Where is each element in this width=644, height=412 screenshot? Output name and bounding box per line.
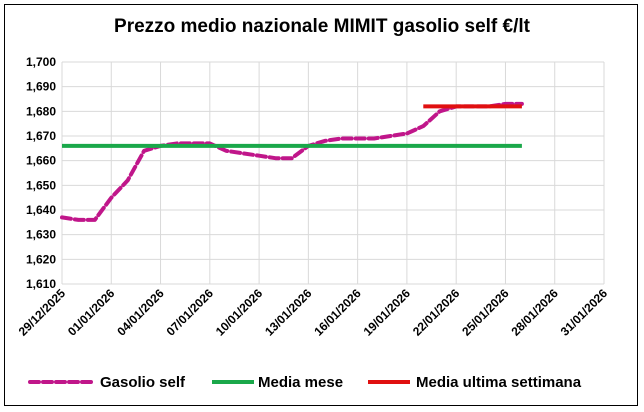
x-tick-label: 31/01/2026 bbox=[558, 286, 611, 339]
x-axis-tick-labels: 29/12/202501/01/202604/01/202607/01/2026… bbox=[16, 286, 611, 339]
y-tick-label: 1,680 bbox=[26, 104, 56, 118]
y-tick-label: 1,640 bbox=[26, 203, 56, 217]
series-line-1 bbox=[60, 101, 524, 222]
x-tick-label: 19/01/2026 bbox=[361, 286, 414, 339]
legend-label-1: Gasolio self bbox=[100, 374, 186, 391]
x-tick-label: 25/01/2026 bbox=[459, 286, 512, 339]
x-tick-label: 13/01/2026 bbox=[262, 286, 315, 339]
y-tick-label: 1,620 bbox=[26, 252, 56, 266]
grid-lines bbox=[61, 61, 605, 285]
y-tick-label: 1,650 bbox=[26, 178, 56, 192]
x-tick-label: 10/01/2026 bbox=[213, 286, 266, 339]
x-tick-label: 28/01/2026 bbox=[508, 286, 561, 339]
chart-title: Prezzo medio nazionale MIMIT gasolio sel… bbox=[114, 16, 530, 37]
y-axis-tick-labels: 1,610 1,620 1,630 1,640 1,650 1,660 1,670 1,680… bbox=[26, 55, 56, 291]
x-tick-label: 16/01/2026 bbox=[311, 286, 364, 339]
y-tick-label: 1,690 bbox=[26, 80, 56, 94]
y-tick-label: 1,660 bbox=[26, 154, 56, 168]
y-tick-label: 1,670 bbox=[26, 129, 56, 143]
x-tick-label: 04/01/2026 bbox=[114, 286, 167, 339]
legend-label-3: Media ultima settimana bbox=[416, 374, 582, 391]
legend-label-2: Media mese bbox=[258, 374, 343, 391]
x-tick-label: 01/01/2026 bbox=[65, 286, 118, 339]
x-tick-label: 29/12/2025 bbox=[16, 286, 69, 339]
y-tick-label: 1,630 bbox=[26, 228, 56, 242]
plot-series bbox=[60, 101, 524, 222]
y-tick-label: 1,700 bbox=[26, 55, 56, 69]
legend: Gasolio self Media mese Media ultima setti… bbox=[28, 374, 582, 391]
chart-frame bbox=[4, 4, 638, 406]
x-tick-label: 07/01/2026 bbox=[164, 286, 217, 339]
y-tick-label: 1,610 bbox=[26, 277, 56, 291]
x-tick-label: 22/01/2026 bbox=[410, 286, 463, 339]
